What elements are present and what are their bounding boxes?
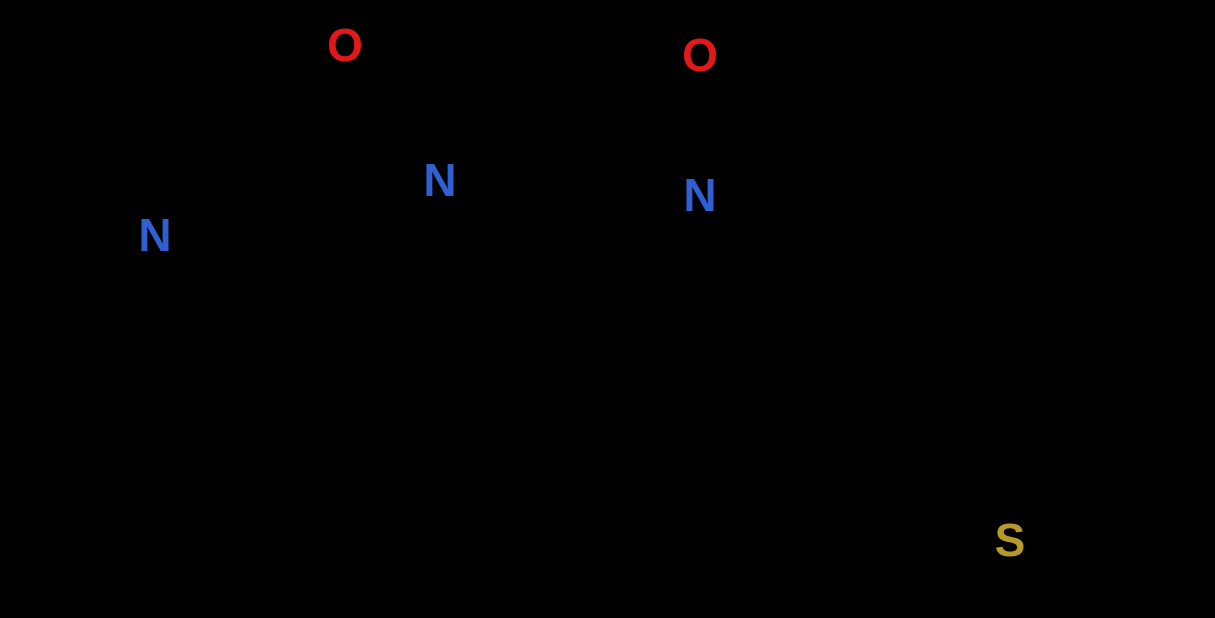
atom-label-O: O: [327, 19, 363, 71]
atom-label-N: N: [683, 169, 716, 221]
diagram-background: [0, 0, 1215, 618]
atom-label-S: S: [995, 514, 1026, 566]
molecule-diagram: N O N O N S: [0, 0, 1215, 618]
atom-label-N: N: [138, 209, 171, 261]
atom-label-O: O: [682, 29, 718, 81]
atom-label-N: N: [423, 154, 456, 206]
